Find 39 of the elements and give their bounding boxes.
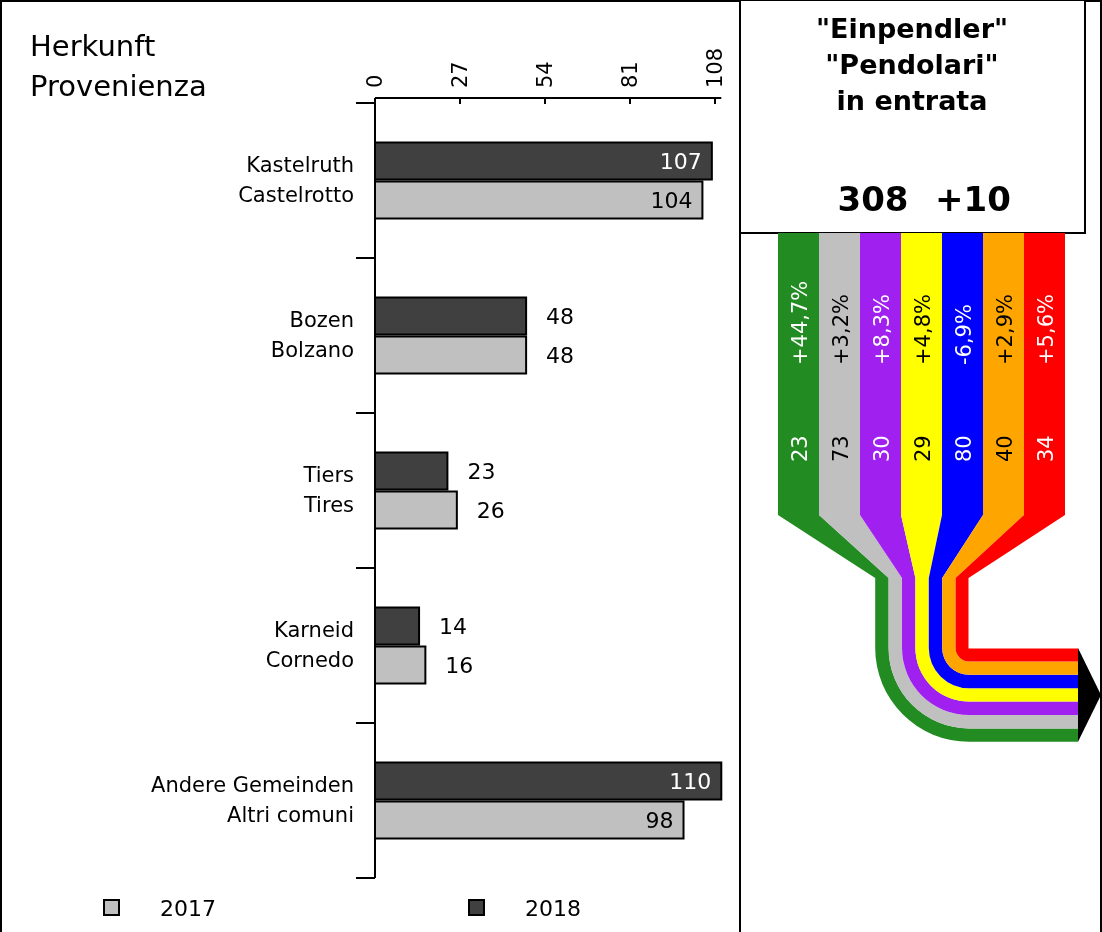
data-label: 48 [546,304,575,329]
legend-label: 2018 [525,896,581,921]
x-tick-label: 0 [363,74,387,88]
data-label: 110 [669,769,712,794]
legend-label: 2017 [160,896,216,921]
data-label: 29 [910,435,935,462]
text: -6,9% [951,304,976,365]
y-tick-label: Andere Gemeinden Altri comuni [151,772,354,827]
text: +4,8% [910,294,935,365]
text: "Einpendler" "Pendolari" in entrata [815,13,1009,116]
data-label: 16 [445,653,474,678]
text: +3,2% [828,294,853,365]
data-label: 80 [951,435,976,462]
data-label: 107 [659,149,702,174]
data-label: 23 [467,459,496,484]
x-tick-label: 27 [448,61,472,88]
data-label: 40 [992,435,1017,462]
y-tick-label: Kastelruth Castelrotto [238,152,354,207]
y-tick-label: Bozen Bolzano [270,307,354,362]
data-label: 73 [828,435,853,462]
y-tick-label: Tiers Tires [302,462,354,517]
data-label: 98 [645,808,674,833]
text: Herkunft Provenienza [30,29,207,103]
x-tick-label: 81 [618,61,642,88]
text: +2,9% [992,294,1017,365]
data-label: 23 [787,435,812,462]
x-tick-label: 108 [703,47,727,88]
data-label: 30 [869,435,894,462]
x-tick-label: 54 [533,61,557,88]
text: +44,7% [787,280,812,365]
data-label: 104 [650,188,693,213]
text: 308 +10 [837,179,1011,219]
data-label: 26 [476,498,505,523]
data-label: 34 [1033,435,1058,462]
y-tick-label: Karneid Cornedo [265,617,354,672]
data-label: 48 [546,343,575,368]
text: +8,3% [869,294,894,365]
data-label: 14 [439,614,468,639]
text: +5,6% [1033,294,1058,365]
